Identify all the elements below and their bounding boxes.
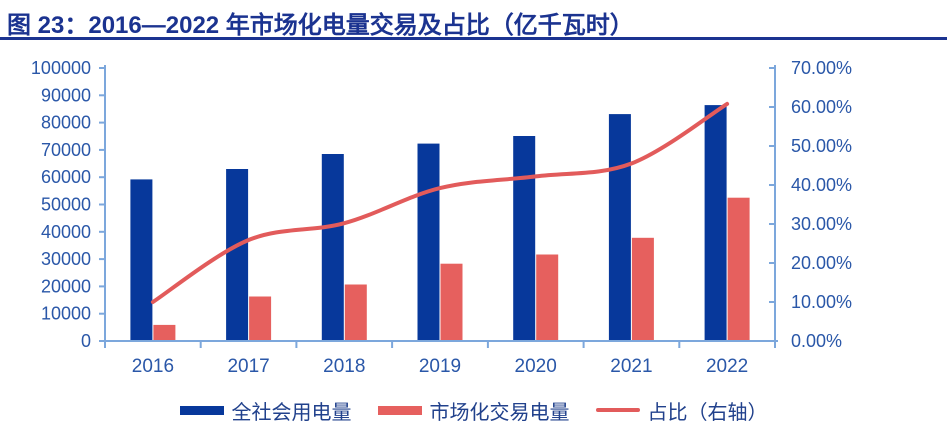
x-category-label-2019: 2019: [419, 356, 461, 377]
bar-total-2022: [704, 105, 727, 341]
figure-title: 图 23：2016—2022 年市场化电量交易及占比（亿千瓦时）: [7, 12, 634, 39]
legend-item-total: 全社会用电量: [179, 396, 352, 425]
bar-total-2021: [608, 114, 631, 341]
y-right-tick-label: 60.00%: [791, 97, 852, 117]
y-left-tick-label: 50000: [41, 195, 91, 215]
y-right-tick-label: 70.00%: [791, 58, 852, 78]
bar-total-2016: [130, 179, 153, 341]
x-category-label-2018: 2018: [323, 356, 365, 377]
bar-market-2017: [249, 296, 272, 341]
x-category-label-2020: 2020: [515, 356, 557, 377]
legend-swatch-ratio-line: [595, 408, 640, 412]
y-right-tick-label: 20.00%: [791, 253, 852, 273]
y-left-tick-label: 90000: [41, 85, 91, 105]
bar-market-2016: [153, 324, 176, 341]
ratio-line: [150, 101, 730, 304]
bar-total-2018: [321, 154, 344, 341]
bar-total-2020: [513, 136, 536, 341]
legend-item-market: 市场化交易电量: [377, 396, 570, 425]
bar-market-2018: [344, 284, 367, 341]
y-right-tick-label: 50.00%: [791, 136, 852, 156]
y-left-tick-label: 100000: [31, 58, 91, 78]
y-left-tick-label: 30000: [41, 249, 91, 269]
y-right-tick-label: 40.00%: [791, 175, 852, 195]
bar-total-2019: [417, 143, 440, 341]
y-left-tick-label: 10000: [41, 304, 91, 324]
y-left-tick-label: 80000: [41, 113, 91, 133]
y-right-tick-label: 30.00%: [791, 214, 852, 234]
x-category-label-2021: 2021: [610, 356, 652, 377]
bar-market-2022: [727, 197, 750, 341]
x-category-label-2017: 2017: [227, 356, 269, 377]
y-left-tick-label: 40000: [41, 222, 91, 242]
bar-market-2020: [536, 254, 559, 341]
y-right-tick-label: 10.00%: [791, 292, 852, 312]
y-right-tick-label: 0.00%: [791, 331, 842, 351]
legend-swatch-market-bar: [377, 405, 422, 415]
legend-item-ratio: 占比（右轴）: [595, 396, 768, 425]
y-left-tick-label: 0: [81, 331, 91, 351]
x-category-label-2016: 2016: [132, 356, 174, 377]
chart-legend: 全社会用电量 市场化交易电量 占比（右轴）: [0, 396, 947, 424]
y-left-tick-label: 20000: [41, 276, 91, 296]
y-left-tick-label: 60000: [41, 167, 91, 187]
chart-plot: 0 10000 20000 30000 40000 50000 60000 70000 8000…: [31, 58, 852, 377]
x-category-label-2022: 2022: [706, 356, 748, 377]
bar-market-2019: [440, 263, 463, 341]
legend-label-ratio: 占比（右轴）: [647, 401, 768, 424]
legend-label-market: 市场化交易电量: [429, 401, 570, 424]
y-left-tick-label: 70000: [41, 140, 91, 160]
legend-swatch-total-bar: [179, 405, 224, 415]
bar-market-2021: [631, 237, 654, 341]
bar-total-2017: [226, 169, 249, 341]
title-underline: [0, 37, 947, 40]
legend-label-total: 全社会用电量: [231, 401, 352, 424]
